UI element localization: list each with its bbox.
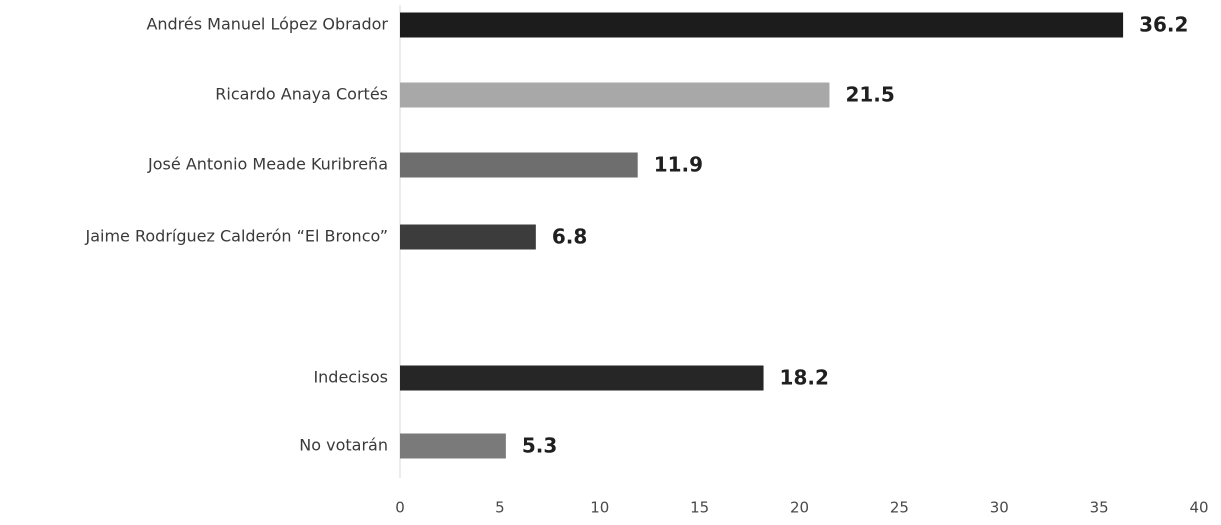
category-label: Jaime Rodríguez Calderón “El Bronco”	[84, 227, 388, 246]
bar	[400, 152, 638, 178]
x-tick-label: 30	[990, 499, 1009, 517]
category-label: No votarán	[299, 436, 388, 455]
value-labels: 36.2 21.5 11.9 6.8 18.2 5.3	[522, 13, 1189, 458]
x-tick-label: 35	[1090, 499, 1109, 517]
value-label: 11.9	[654, 153, 703, 177]
bar	[400, 365, 764, 391]
value-label: 36.2	[1139, 13, 1188, 37]
x-tick-label: 40	[1189, 499, 1208, 517]
value-label: 21.5	[845, 83, 894, 107]
x-tick-label: 15	[690, 499, 709, 517]
x-tick-label: 5	[495, 499, 505, 517]
category-label: José Antonio Meade Kuribreña	[147, 155, 388, 174]
category-labels: Andrés Manuel López Obrador Ricardo Anaya…	[84, 15, 388, 455]
x-tick-label: 25	[890, 499, 909, 517]
x-tick-label: 10	[590, 499, 609, 517]
value-label: 5.3	[522, 434, 557, 458]
bar	[400, 433, 506, 459]
bar	[400, 224, 536, 250]
x-axis-ticks: 0 5 10 15 20 25 30 35 40	[395, 499, 1208, 517]
x-tick-label: 0	[395, 499, 405, 517]
bar	[400, 82, 830, 108]
category-label: Andrés Manuel López Obrador	[146, 15, 388, 34]
bars	[400, 12, 1124, 459]
value-label: 18.2	[780, 366, 829, 390]
x-tick-label: 20	[790, 499, 809, 517]
category-label: Ricardo Anaya Cortés	[215, 85, 388, 104]
value-label: 6.8	[552, 225, 587, 249]
bar	[400, 12, 1124, 38]
category-label: Indecisos	[313, 368, 388, 387]
